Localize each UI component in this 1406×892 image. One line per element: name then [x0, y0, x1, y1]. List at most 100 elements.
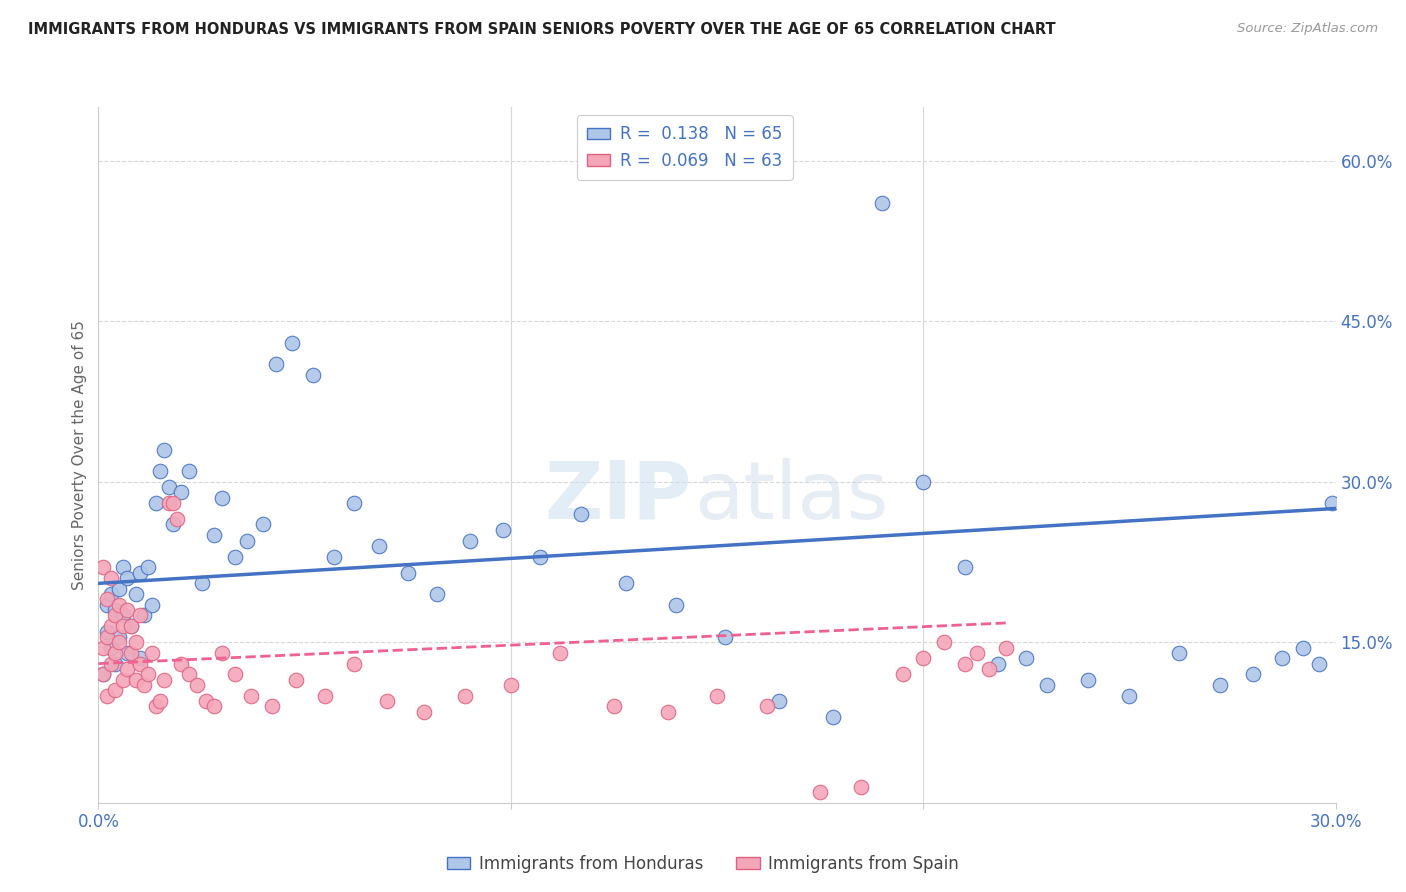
Point	[96, 630, 118, 644]
Point	[1292, 640, 1315, 655]
Point	[529, 549, 551, 564]
Point	[1320, 496, 1343, 510]
Point	[614, 576, 637, 591]
Point	[96, 598, 118, 612]
Point	[166, 512, 188, 526]
Point	[136, 560, 159, 574]
Point	[375, 694, 398, 708]
Point	[302, 368, 325, 382]
Point	[157, 496, 180, 510]
Point	[96, 592, 118, 607]
Point	[603, 699, 626, 714]
Point	[224, 549, 246, 564]
Point	[755, 699, 778, 714]
Point	[224, 667, 246, 681]
Point	[314, 689, 336, 703]
Point	[112, 673, 135, 687]
Point	[202, 699, 225, 714]
Point	[149, 694, 172, 708]
Point	[120, 619, 142, 633]
Point	[932, 635, 955, 649]
Point	[104, 608, 127, 623]
Point	[870, 196, 893, 211]
Y-axis label: Seniors Poverty Over the Age of 65: Seniors Poverty Over the Age of 65	[72, 320, 87, 590]
Point	[891, 667, 914, 681]
Point	[128, 657, 150, 671]
Point	[211, 646, 233, 660]
Point	[186, 678, 208, 692]
Point	[426, 587, 449, 601]
Point	[117, 603, 139, 617]
Point	[706, 689, 728, 703]
Point	[252, 517, 274, 532]
Point	[96, 689, 118, 703]
Point	[285, 673, 308, 687]
Point	[458, 533, 481, 548]
Point	[108, 582, 131, 596]
Point	[1209, 678, 1232, 692]
Point	[986, 657, 1008, 671]
Point	[100, 571, 122, 585]
Point	[1077, 673, 1099, 687]
Point	[569, 507, 592, 521]
Point	[1118, 689, 1140, 703]
Point	[104, 683, 127, 698]
Point	[912, 475, 935, 489]
Point	[808, 785, 831, 799]
Point	[179, 667, 201, 681]
Point	[120, 619, 142, 633]
Point	[128, 651, 150, 665]
Point	[120, 646, 142, 660]
Point	[491, 523, 513, 537]
Point	[157, 480, 180, 494]
Point	[240, 689, 263, 703]
Point	[132, 678, 155, 692]
Point	[153, 442, 176, 457]
Point	[1241, 667, 1264, 681]
Point	[136, 667, 159, 681]
Point	[128, 566, 150, 580]
Point	[145, 496, 167, 510]
Point	[108, 598, 131, 612]
Point	[821, 710, 844, 724]
Point	[343, 657, 366, 671]
Point	[953, 560, 976, 574]
Point	[966, 646, 988, 660]
Point	[91, 667, 114, 681]
Point	[912, 651, 935, 665]
Point	[162, 517, 184, 532]
Point	[1015, 651, 1038, 665]
Point	[124, 673, 146, 687]
Point	[264, 357, 287, 371]
Point	[91, 560, 114, 574]
Point	[162, 496, 184, 510]
Point	[367, 539, 389, 553]
Point	[236, 533, 259, 548]
Point	[91, 640, 114, 655]
Point	[149, 464, 172, 478]
Point	[104, 646, 127, 660]
Text: IMMIGRANTS FROM HONDURAS VS IMMIGRANTS FROM SPAIN SENIORS POVERTY OVER THE AGE O: IMMIGRANTS FROM HONDURAS VS IMMIGRANTS F…	[28, 22, 1056, 37]
Point	[396, 566, 419, 580]
Point	[413, 705, 436, 719]
Point	[768, 694, 790, 708]
Point	[100, 640, 122, 655]
Text: atlas: atlas	[695, 458, 889, 536]
Point	[994, 640, 1017, 655]
Point	[112, 608, 135, 623]
Point	[665, 598, 688, 612]
Point	[454, 689, 477, 703]
Point	[91, 667, 114, 681]
Point	[141, 598, 163, 612]
Point	[112, 560, 135, 574]
Point	[117, 662, 139, 676]
Point	[100, 619, 122, 633]
Point	[343, 496, 366, 510]
Text: Source: ZipAtlas.com: Source: ZipAtlas.com	[1237, 22, 1378, 36]
Point	[190, 576, 212, 591]
Point	[1308, 657, 1330, 671]
Point	[953, 657, 976, 671]
Point	[179, 464, 201, 478]
Point	[979, 662, 1001, 676]
Point	[550, 646, 572, 660]
